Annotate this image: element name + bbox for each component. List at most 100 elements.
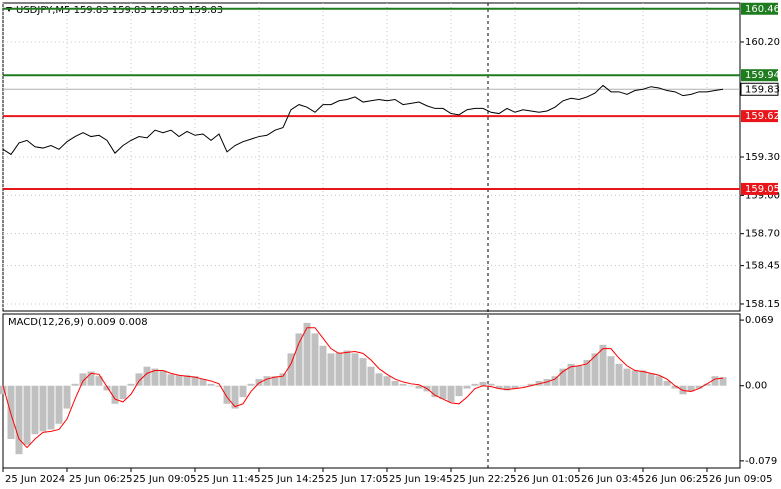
x-tick-label: 26 Jun 01:05 <box>517 474 581 485</box>
macd-bar <box>0 385 7 395</box>
macd-bar <box>639 370 647 386</box>
macd-bar <box>703 383 711 386</box>
x-tick-label: 25 Jun 22:25 <box>453 474 517 485</box>
macd-bar <box>95 376 103 386</box>
x-tick-label: 26 Jun 03:45 <box>581 474 645 485</box>
macd-bar <box>343 350 351 386</box>
macd-title: MACD(12,26,9) 0.009 0.008 <box>8 317 148 328</box>
level-box <box>741 182 778 195</box>
macd-bar <box>39 385 47 432</box>
macd-bar <box>415 385 423 389</box>
macd-bar <box>143 366 151 386</box>
x-tick-label: 25 Jun 19:45 <box>389 474 453 485</box>
level-box <box>741 69 778 82</box>
y-tick-label: 159.00 <box>745 190 780 201</box>
macd-bar <box>671 385 679 389</box>
macd-bar <box>695 385 703 389</box>
macd-bar <box>631 370 639 386</box>
level-box <box>741 2 778 15</box>
macd-bar <box>287 353 295 386</box>
macd-bar <box>719 377 727 386</box>
macd-bar <box>111 385 119 404</box>
macd-bar <box>447 385 455 402</box>
macd-bar <box>335 352 343 386</box>
macd-bar <box>191 376 199 386</box>
macd-bar <box>271 376 279 386</box>
macd-bar <box>175 375 183 386</box>
macd-bar <box>63 385 71 409</box>
macd-bar <box>207 383 215 386</box>
macd-bar <box>607 356 615 386</box>
macd-bar <box>711 376 719 386</box>
level-label: 159.05 <box>745 184 780 195</box>
macd-bar <box>471 383 479 386</box>
macd-bar <box>399 383 407 386</box>
y-tick-label: 0.069 <box>745 315 774 326</box>
macd-bar <box>247 383 255 386</box>
y-tick-label: 160.20 <box>745 37 780 48</box>
macd-bar <box>71 383 79 386</box>
last-price-box <box>740 82 779 96</box>
macd-bar <box>495 385 503 389</box>
x-tick-label: 26 Jun 09:05 <box>709 474 773 485</box>
signal-line <box>2 327 724 449</box>
macd-bar <box>167 374 175 386</box>
macd-bar <box>487 383 495 386</box>
macd-bar <box>591 353 599 386</box>
level-box <box>741 110 778 123</box>
macd-bar <box>183 375 191 386</box>
macd-bar <box>407 385 415 387</box>
x-tick-label: 25 Jun 11:45 <box>197 474 261 485</box>
macd-bar <box>567 363 575 386</box>
macd-bar <box>151 368 159 386</box>
macd-bar <box>199 379 207 386</box>
y-tick-label: -0.079 <box>745 456 777 467</box>
macd-bar <box>327 353 335 386</box>
macd-bar <box>263 376 271 386</box>
macd-bar <box>303 322 311 386</box>
macd-bar <box>559 368 567 386</box>
macd-bar <box>647 373 655 386</box>
price-title: USDJPY,M5 159.83 159.83 159.83 159.83 <box>16 5 223 16</box>
macd-bar <box>47 385 55 430</box>
x-tick-label: 25 Jun 14:25 <box>261 474 325 485</box>
y-tick-label: 158.45 <box>745 261 780 272</box>
macd-bar <box>135 373 143 386</box>
macd-bar <box>519 385 527 387</box>
macd-bar <box>15 385 23 455</box>
x-tick-label: 25 Jun 09:05 <box>133 474 197 485</box>
macd-bar <box>583 360 591 386</box>
macd-bar <box>223 385 231 404</box>
macd-bar <box>663 380 671 386</box>
macd-bar <box>375 373 383 386</box>
macd-bar <box>599 344 607 386</box>
macd-bar <box>351 353 359 386</box>
macd-bar <box>7 385 15 439</box>
macd-bar <box>367 366 375 386</box>
macd-bar <box>239 385 247 398</box>
macd-bar <box>455 385 463 397</box>
macd-bar <box>655 376 663 386</box>
macd-bar <box>687 385 695 392</box>
macd-bar <box>23 385 31 445</box>
x-tick-label: 26 Jun 06:25 <box>645 474 709 485</box>
macd-bar <box>511 385 519 389</box>
macd-bar <box>311 333 319 386</box>
macd-bar <box>391 380 399 386</box>
x-tick-label: 25 Jun 06:25 <box>69 474 133 485</box>
macd-bar <box>575 365 583 386</box>
macd-bar <box>479 381 487 386</box>
y-tick-label: 158.15 <box>745 299 780 310</box>
macd-bar <box>431 385 439 398</box>
macd-bar <box>551 376 559 386</box>
macd-bar <box>215 385 223 387</box>
y-tick-label: 159.30 <box>745 152 780 163</box>
macd-bar <box>623 368 631 386</box>
macd-bar <box>31 385 39 435</box>
macd-bar <box>127 383 135 386</box>
macd-bar <box>119 385 127 400</box>
level-label: 160.46 <box>745 4 780 15</box>
macd-bar <box>527 383 535 386</box>
price-line <box>2 84 724 156</box>
